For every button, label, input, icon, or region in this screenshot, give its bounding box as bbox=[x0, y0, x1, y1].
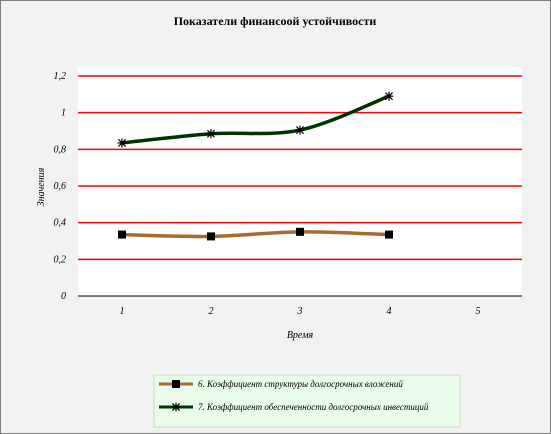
series-line-2 bbox=[120, 94, 391, 145]
legend-box bbox=[153, 374, 461, 428]
legend-marker-1 bbox=[172, 380, 180, 388]
x-axis-ticks: 1 2 3 4 5 bbox=[120, 306, 481, 317]
series-layer bbox=[117, 91, 394, 241]
x-tick-label: 2 bbox=[209, 306, 214, 317]
plot-area bbox=[78, 67, 522, 296]
legend-label-1: 6. Коэффициент структуры долгосрочных вл… bbox=[198, 379, 403, 389]
y-tick-label: 0,6 bbox=[54, 181, 67, 192]
y-tick-label: 0 bbox=[61, 291, 66, 302]
data-point-series-1 bbox=[385, 230, 393, 239]
legend-label-2: 7. Коэффициент обеспеченности долгосрочн… bbox=[198, 402, 429, 412]
y-tick-label: 0,2 bbox=[54, 254, 67, 265]
y-axis-ticks: 0 0,2 0,4 0,6 0,8 1 1,2 bbox=[54, 71, 67, 302]
x-axis-title: Время bbox=[287, 330, 314, 341]
legend-marker-2 bbox=[171, 402, 181, 412]
legend: 6. Коэффициент структуры долгосрочных вл… bbox=[159, 379, 429, 412]
y-axis-title: Значения bbox=[36, 167, 47, 206]
x-tick-label: 4 bbox=[387, 306, 392, 317]
chart-title: Показатели финансоой устойчивости bbox=[174, 14, 377, 28]
gridlines bbox=[78, 75, 522, 261]
series-line-1 bbox=[120, 230, 391, 239]
data-point-series-2 bbox=[206, 129, 216, 139]
data-point-series-2 bbox=[295, 125, 305, 135]
y-tick-label: 0,4 bbox=[54, 218, 67, 229]
y-tick-label: 0,8 bbox=[54, 144, 67, 155]
data-point-series-1 bbox=[118, 230, 126, 239]
y-tick-label: 1,2 bbox=[54, 71, 67, 82]
x-tick-label: 3 bbox=[297, 306, 303, 317]
x-tick-label: 5 bbox=[476, 306, 481, 317]
y-tick-label: 1 bbox=[61, 108, 66, 119]
x-tick-label: 1 bbox=[120, 306, 125, 317]
data-point-series-1 bbox=[296, 227, 304, 236]
data-point-series-2 bbox=[384, 91, 394, 101]
data-point-series-1 bbox=[207, 232, 215, 241]
data-point-series-2 bbox=[117, 138, 127, 148]
